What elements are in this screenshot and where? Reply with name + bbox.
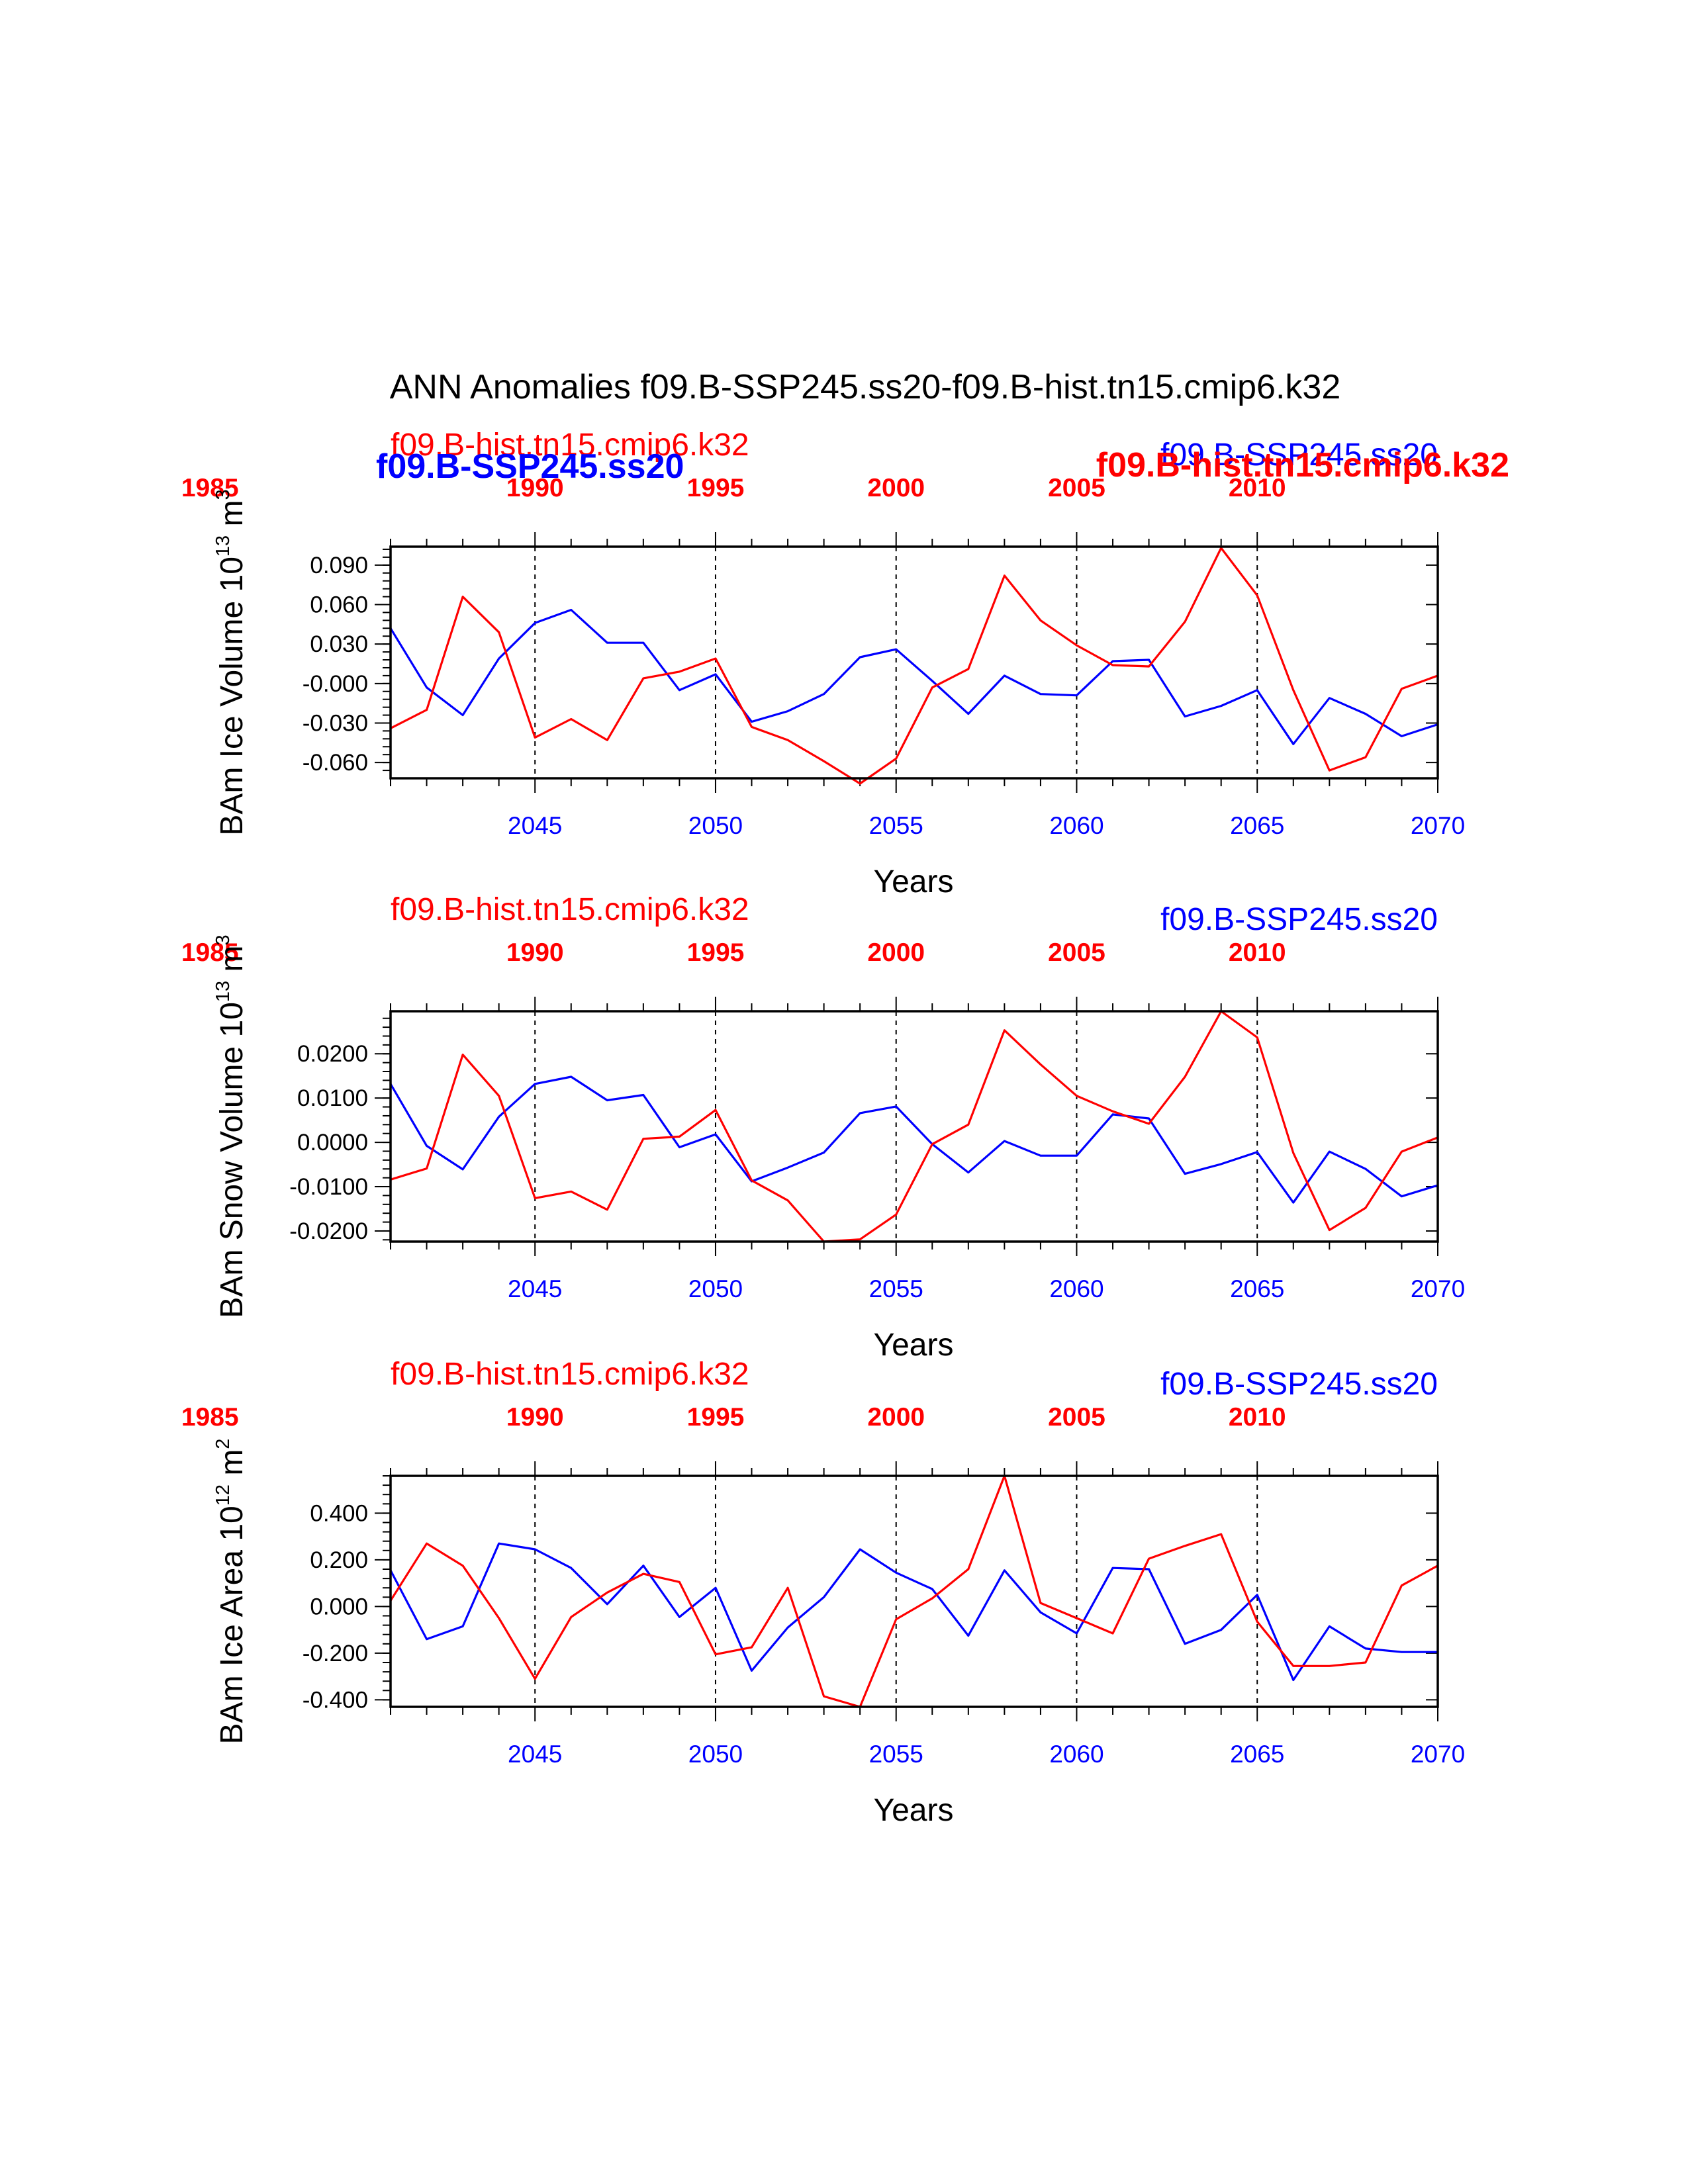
series-line-hist [390,547,1438,785]
top-tick-label: 2005 [1048,1403,1105,1432]
figure-title: ANN Anomalies f09.B-SSP245.ss20-f09.B-hi… [390,368,1341,406]
top-tick-label: 2005 [1048,938,1105,967]
bottom-tick-label: 2045 [508,812,562,839]
x-axis-label: Years [874,1793,954,1828]
y-axis-label-main: BAm Ice Area 10 [214,1506,250,1744]
series-line-ssp [389,1075,1438,1204]
hist-series-label: f09.B-hist.tn15.cmip6.k32 [391,1357,749,1392]
bottom-tick-label: 2045 [508,1741,562,1768]
y-tick-label: 0.200 [310,1547,368,1573]
hist-series-label: f09.B-hist.tn15.cmip6.k32 [391,428,749,463]
y-axis-label-unit-exp: 3 [212,934,234,945]
bottom-tick-label: 2050 [688,1275,743,1302]
y-tick-label: -0.030 [303,710,368,736]
ssp-series-label: f09.B-SSP245.ss20 [1160,902,1438,937]
y-axis-label-exp: 13 [212,535,234,557]
bottom-tick-label: 2070 [1411,1741,1465,1768]
y-tick-label: -0.000 [303,671,368,697]
overlay-ssp-label: f09.B-SSP245.ss20 [376,447,684,486]
chart-panel-3: 0.400 0.200 0.000 -0.200 -0.400 2045 2050 2055 2… [181,1357,1465,1828]
y-axis-label-main: BAm Ice Volume 10 [214,557,250,836]
y-axis-label: BAm Ice Volume 1013 m3 [212,489,250,835]
bottom-tick-label: 2050 [688,812,743,839]
y-axis-label-unit: m [214,500,250,535]
overlay-hist-label: f09.B-hist.tn15.cmip6.k32 [1096,446,1509,484]
y-axis-label-exp: 13 [212,981,234,1002]
chart-panel-2: 0.0200 0.0100 0.0000 -0.0100 -0.0200 2045 2050… [181,892,1465,1363]
ssp-series-label: f09.B-SSP245.ss20 [1160,437,1438,473]
y-tick-label: 0.060 [310,592,368,618]
top-tick-label: 2000 [867,938,925,967]
top-tick-label: 2005 [1048,474,1105,502]
top-tick-label: 1995 [687,1403,745,1432]
bottom-tick-label: 2065 [1230,1275,1284,1302]
y-axis-label: BAm Snow Volume 1013 m3 [212,934,250,1318]
y-tick-label: -0.0100 [289,1174,368,1200]
top-tick-label: 2000 [867,474,925,502]
bottom-tick-label: 2070 [1411,1275,1465,1302]
y-axis-label-exp: 12 [212,1484,234,1506]
series-line-hist [389,1475,1438,1708]
y-tick-label: 0.030 [310,631,368,657]
panels: 0.090 0.060 0.030 -0.000 -0.030 -0.060 2045 205… [181,428,1509,1828]
top-tick-label: 1990 [506,1403,564,1432]
y-tick-label: 0.400 [310,1500,368,1526]
y-tick-label: 0.0200 [297,1041,368,1067]
y-axis-label: BAm Ice Area 1012 m2 [212,1439,250,1745]
plot-frame [389,1010,1439,1243]
hist-series-label: f09.B-hist.tn15.cmip6.k32 [391,892,749,927]
y-axis-label-unit-exp: 3 [212,489,234,500]
y-tick-label: -0.400 [303,1687,368,1713]
y-axis-label-unit-exp: 2 [212,1439,234,1449]
plot-frame [389,545,1439,780]
ssp-series-label: f09.B-SSP245.ss20 [1160,1367,1438,1402]
y-tick-label: 0.0100 [297,1085,368,1111]
series-line-ssp [389,608,1438,745]
y-tick-label: 0.090 [310,553,368,578]
bottom-tick-label: 2070 [1411,812,1465,839]
top-tick-label: 1995 [687,474,745,502]
series-line-ssp [389,1542,1438,1682]
top-tick-label: 2010 [1229,1403,1286,1432]
top-tick-label: 1995 [687,938,745,967]
bottom-tick-label: 2050 [688,1741,743,1768]
bottom-tick-label: 2065 [1230,1741,1284,1768]
bottom-tick-label: 2055 [869,1275,923,1302]
plot-frame [389,1475,1439,1708]
y-tick-label: -0.200 [303,1641,368,1666]
bottom-tick-label: 2060 [1049,1275,1103,1302]
x-axis-label: Years [874,864,954,899]
y-axis-label-main: BAm Snow Volume 10 [214,1002,250,1318]
top-tick-label: 1985 [181,474,239,502]
y-tick-label: -0.060 [303,750,368,776]
top-tick-label: 1985 [181,1403,239,1432]
bottom-tick-label: 2060 [1049,1741,1103,1768]
bottom-tick-label: 2055 [869,1741,923,1768]
y-tick-label: 0.0000 [297,1130,368,1156]
y-tick-label: 0.000 [310,1594,368,1619]
y-axis-label-unit: m [214,945,250,980]
top-tick-label: 2010 [1229,938,1286,967]
top-tick-label: 1985 [181,938,239,967]
bottom-tick-label: 2060 [1049,812,1103,839]
top-tick-label: 2000 [867,1403,925,1432]
bottom-tick-label: 2045 [508,1275,562,1302]
bottom-tick-label: 2065 [1230,812,1284,839]
x-axis-label: Years [874,1328,954,1363]
y-tick-label: -0.0200 [289,1218,368,1244]
top-tick-label: 2010 [1229,474,1286,502]
y-axis-label-unit: m [214,1449,250,1484]
top-tick-label: 1990 [506,474,564,502]
bottom-tick-label: 2055 [869,812,923,839]
chart-panel-1: 0.090 0.060 0.030 -0.000 -0.030 -0.060 2045 205… [181,428,1509,899]
top-tick-label: 1990 [506,938,564,967]
series-line-hist [390,1010,1438,1243]
